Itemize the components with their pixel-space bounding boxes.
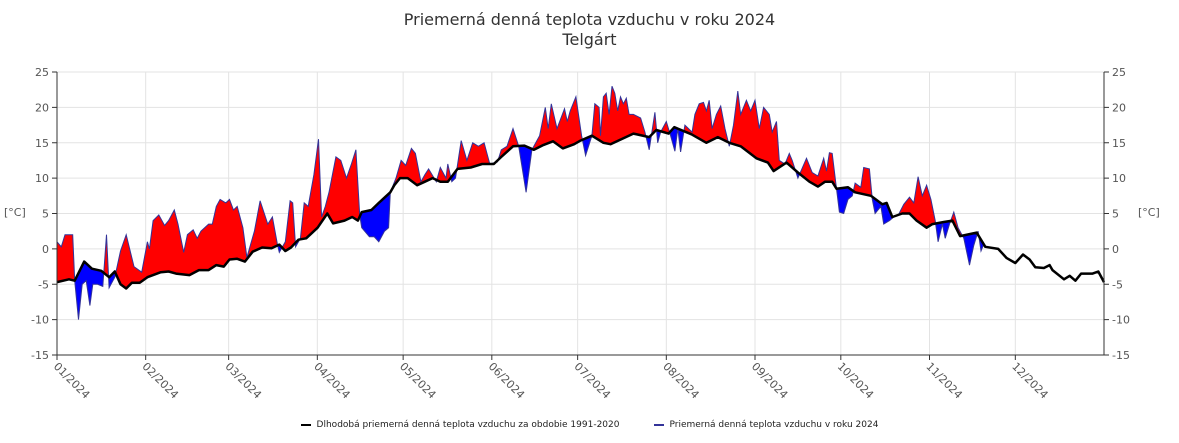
y-tick-label-left: -5 bbox=[38, 278, 49, 291]
x-tick-label: 03/2024 bbox=[223, 360, 265, 402]
x-tick-label: 07/2024 bbox=[572, 360, 614, 402]
normal-temperature-line bbox=[56, 125, 1106, 290]
y-tick-label-right: -10 bbox=[1112, 314, 1130, 327]
anomaly-areas bbox=[57, 86, 984, 317]
grid bbox=[56, 71, 1104, 356]
x-tick-label: 12/2024 bbox=[1009, 360, 1051, 402]
legend-item-actual[interactable]: Priemerná denná teplota vzduchu v roku 2… bbox=[653, 420, 879, 430]
legend-swatch-actual bbox=[653, 424, 664, 426]
y-tick-label-left: 0 bbox=[42, 243, 49, 256]
y-tick-label-left: 10 bbox=[35, 172, 49, 185]
x-tick-label: 01/2024 bbox=[51, 360, 93, 402]
y-tick-label-left: -15 bbox=[31, 349, 49, 362]
chart-title: Priemerná denná teplota vzduchu v roku 2… bbox=[403, 10, 776, 29]
y-tick-label-right: 5 bbox=[1112, 208, 1119, 221]
series-lines bbox=[56, 86, 1106, 320]
y-tick-label-right: 15 bbox=[1112, 137, 1126, 150]
actual-temperature-line bbox=[56, 86, 985, 320]
x-tick-label: 10/2024 bbox=[835, 360, 877, 402]
chart-subtitle: Telgárt bbox=[562, 30, 617, 49]
y-tick-label-left: 20 bbox=[35, 101, 49, 114]
above-normal-area bbox=[57, 86, 984, 289]
y-tick-label-right: 20 bbox=[1112, 101, 1126, 114]
y-tick-label-right: -15 bbox=[1112, 349, 1130, 362]
x-tick-label: 11/2024 bbox=[923, 360, 965, 402]
legend-label-normal: Dlhodobá priemerná denná teplota vzduchu… bbox=[316, 420, 620, 430]
y-tick-label-right: -5 bbox=[1112, 278, 1123, 291]
y-tick-label-right: 0 bbox=[1112, 243, 1119, 256]
y-axis-label-left: [°C] bbox=[4, 206, 26, 219]
x-tick-label: 05/2024 bbox=[397, 360, 439, 402]
x-tick-label: 08/2024 bbox=[660, 360, 702, 402]
x-tick-label: 02/2024 bbox=[140, 360, 182, 402]
legend-swatch-normal bbox=[300, 424, 311, 426]
y-tick-label-right: 25 bbox=[1112, 66, 1126, 79]
y-tick-label-left: -10 bbox=[31, 314, 49, 327]
legend: Dlhodobá priemerná denná teplota vzduchu… bbox=[0, 420, 1179, 430]
legend-label-actual: Priemerná denná teplota vzduchu v roku 2… bbox=[669, 420, 879, 430]
y-tick-label-left: 5 bbox=[42, 208, 49, 221]
y-tick-label-right: 10 bbox=[1112, 172, 1126, 185]
legend-item-normal[interactable]: Dlhodobá priemerná denná teplota vzduchu… bbox=[300, 420, 620, 430]
y-axis-label-right: [°C] bbox=[1138, 206, 1160, 219]
y-tick-label-left: 25 bbox=[35, 66, 49, 79]
x-tick-label: 06/2024 bbox=[486, 360, 528, 402]
y-tick-label-left: 15 bbox=[35, 137, 49, 150]
x-tick-label: 04/2024 bbox=[311, 360, 353, 402]
x-tick-label: 09/2024 bbox=[749, 360, 791, 402]
